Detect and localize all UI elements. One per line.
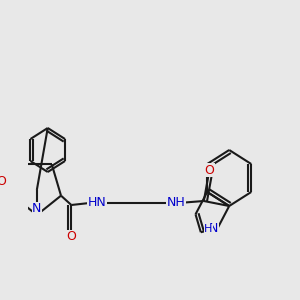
Text: N: N [32, 202, 41, 215]
Text: O: O [66, 230, 76, 244]
Text: NH: NH [166, 196, 185, 209]
Text: N: N [209, 222, 219, 235]
Text: H: H [204, 224, 213, 234]
Text: HN: HN [87, 196, 106, 209]
Text: O: O [204, 164, 214, 176]
Text: O: O [0, 175, 6, 188]
